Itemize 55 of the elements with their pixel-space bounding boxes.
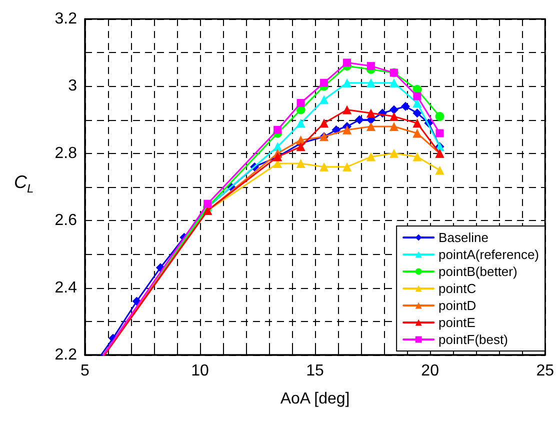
x-tick-label: 10 <box>191 362 210 380</box>
point <box>343 58 352 67</box>
point <box>412 118 422 128</box>
legend-label: pointB(better) <box>438 264 518 279</box>
point <box>366 122 376 132</box>
point <box>354 115 364 124</box>
x-axis-title: AoA [deg] <box>280 390 350 408</box>
point <box>435 112 444 121</box>
legend-label: Baseline <box>438 230 488 245</box>
point <box>342 125 352 134</box>
point <box>366 62 375 70</box>
point <box>413 92 422 100</box>
point <box>320 95 329 104</box>
point <box>320 118 329 128</box>
point <box>320 78 328 87</box>
point <box>342 162 352 172</box>
legend-label: pointF(best) <box>438 332 508 347</box>
legend-label: pointC <box>438 281 476 296</box>
y-tick-label: 2.4 <box>54 279 78 296</box>
point <box>204 200 212 208</box>
point <box>296 99 305 107</box>
point <box>389 148 398 158</box>
point <box>412 152 422 162</box>
point <box>435 166 444 175</box>
point <box>342 105 352 114</box>
point <box>320 162 329 172</box>
legend-label: pointE <box>438 315 476 330</box>
x-tick-label: 25 <box>536 362 554 380</box>
point <box>436 129 444 138</box>
y-tick-label: 3 <box>68 78 78 95</box>
y-tick-label: 3.2 <box>54 10 78 28</box>
point <box>296 142 306 152</box>
point <box>296 158 306 168</box>
point <box>389 122 398 132</box>
y-axis-title: C$_{L}$ <box>14 172 34 196</box>
y-tick-label: 2.8 <box>54 144 78 162</box>
point <box>366 78 376 88</box>
x-tick-label: 20 <box>421 362 440 380</box>
point <box>400 102 410 111</box>
point <box>366 152 376 162</box>
y-tick-label: 2.2 <box>54 346 78 364</box>
point <box>389 112 398 121</box>
y-tick-label: 2.6 <box>54 212 78 230</box>
point <box>389 105 398 114</box>
point <box>412 108 422 118</box>
legend-label: pointA(reference) <box>438 247 540 262</box>
x-tick-label: 15 <box>306 362 324 380</box>
point <box>412 128 422 138</box>
point <box>274 126 282 134</box>
point <box>366 108 376 118</box>
point <box>389 78 398 88</box>
point <box>296 118 306 128</box>
point <box>342 78 352 88</box>
x-tick-label: 5 <box>80 362 90 380</box>
legend-label: pointD <box>438 298 476 313</box>
